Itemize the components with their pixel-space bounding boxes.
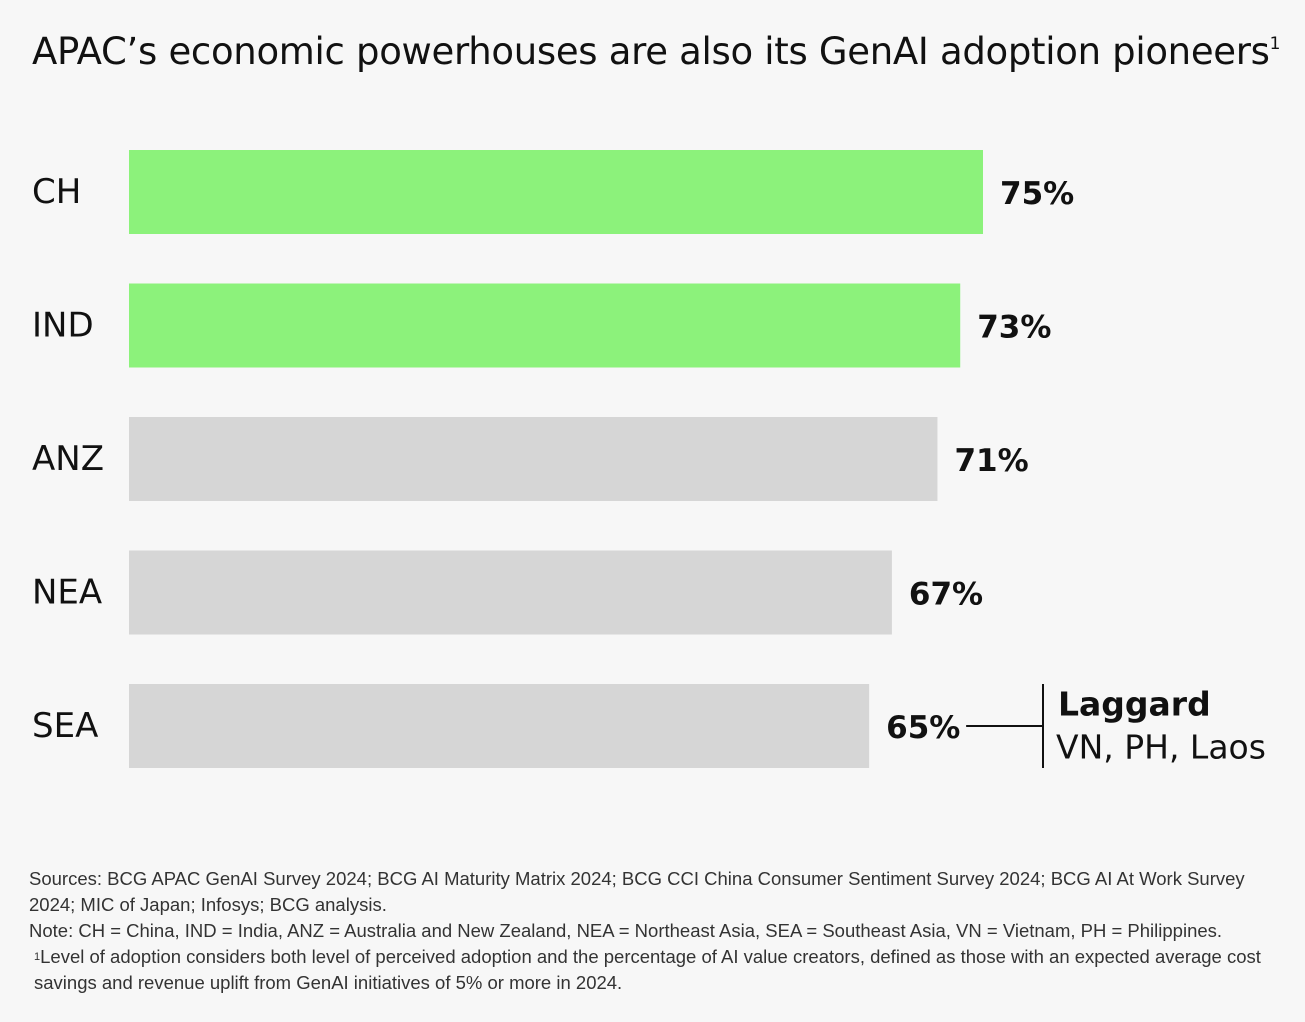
- value-label-ch: 75%: [1000, 176, 1074, 212]
- footnote-text: Level of adoption considers both level o…: [34, 946, 1261, 993]
- category-label-ind: IND: [32, 306, 94, 346]
- category-label-sea: SEA: [32, 706, 98, 746]
- bar-chart: CH 75% IND 73% ANZ 71% NEA 67% SEA 65% Laggard VN, …: [32, 150, 1266, 768]
- chart-title: APAC’s economic powerhouses are also its…: [32, 30, 1280, 73]
- annotation-text: VN, PH, Laos: [1056, 728, 1266, 767]
- bar-ind: [129, 283, 961, 368]
- value-label-nea: 67%: [909, 577, 983, 613]
- value-label-ind: 73%: [977, 310, 1051, 346]
- chart-title-text: APAC’s economic powerhouses are also its…: [32, 30, 1270, 73]
- bar-nea: [129, 550, 892, 635]
- category-label-nea: NEA: [32, 573, 102, 613]
- footnote-1: 1Level of adoption considers both level …: [29, 944, 1289, 996]
- bar-sea: [129, 684, 870, 768]
- title-footnote-ref: 1: [1269, 34, 1281, 54]
- note-text: Note: CH = China, IND = India, ANZ = Aus…: [29, 920, 1223, 941]
- bar-ch: [129, 150, 983, 234]
- category-label-anz: ANZ: [32, 439, 104, 479]
- value-label-anz: 71%: [954, 443, 1028, 479]
- sources-text: Sources: BCG APAC GenAI Survey 2024; BCG…: [29, 868, 1245, 915]
- value-label-sea: 65%: [886, 710, 960, 746]
- footnote-marker: 1: [34, 951, 41, 963]
- annotation-title: Laggard: [1058, 685, 1211, 724]
- footnotes: Sources: BCG APAC GenAI Survey 2024; BCG…: [29, 866, 1289, 996]
- category-label-ch: CH: [32, 172, 81, 212]
- bar-anz: [129, 417, 938, 501]
